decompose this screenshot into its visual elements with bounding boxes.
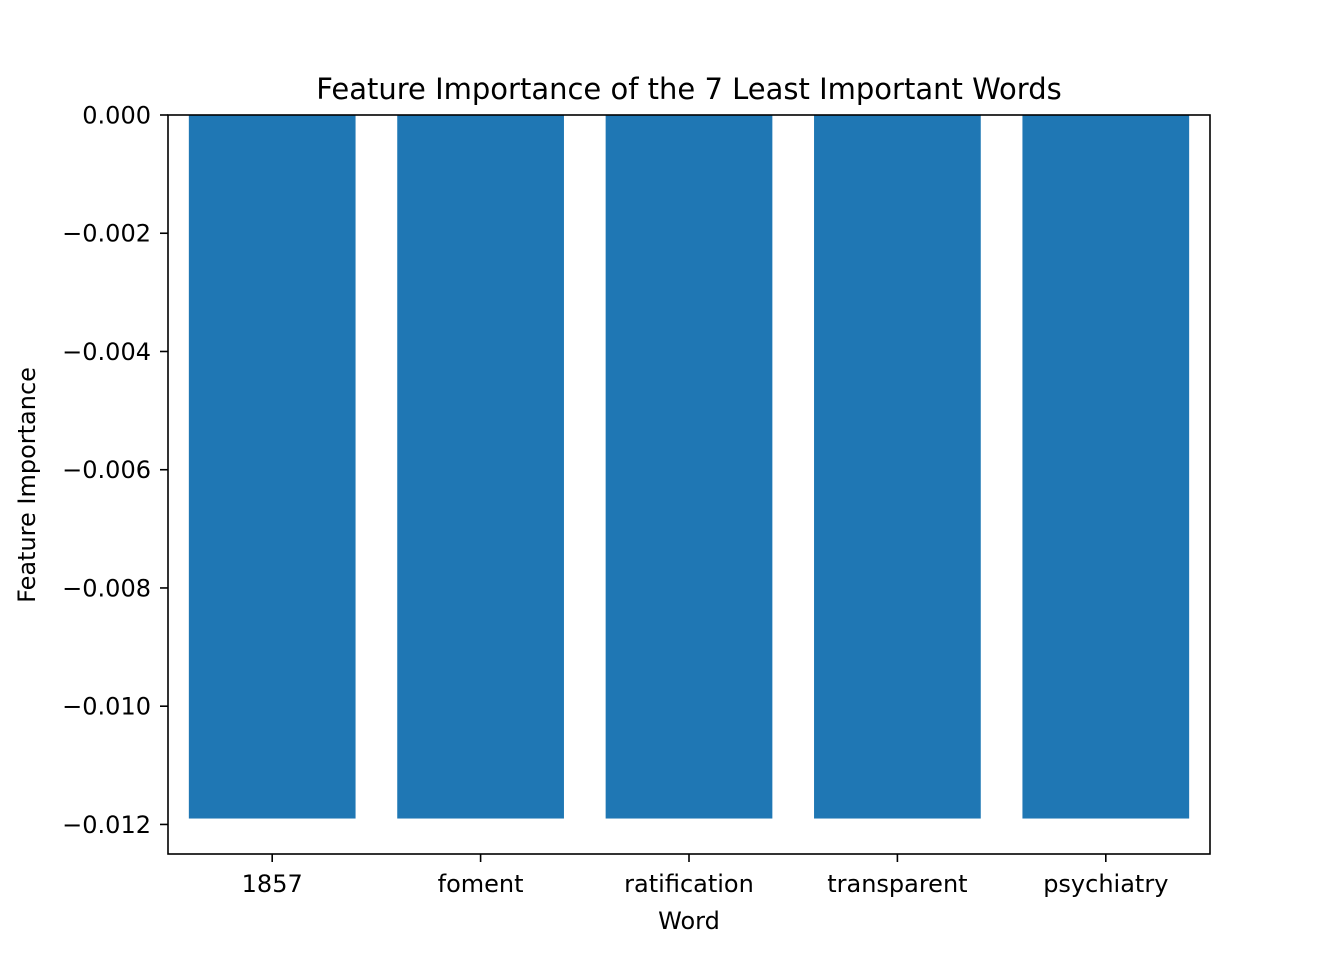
- y-axis-label: Feature Importance: [13, 367, 41, 603]
- x-tick-label: foment: [438, 870, 524, 898]
- bars-layer: [188, 115, 1190, 819]
- x-tick-label: ratification: [624, 870, 754, 898]
- bar-foment: [397, 115, 564, 819]
- y-tick-label: −0.010: [62, 693, 151, 721]
- y-tick-label: 0.000: [82, 102, 151, 130]
- x-tick-label: 1857: [242, 870, 303, 898]
- chart-title: Feature Importance of the 7 Least Import…: [316, 72, 1061, 106]
- y-tick-label: −0.006: [62, 456, 151, 484]
- y-tick-label: −0.012: [62, 811, 151, 839]
- x-tick-label: psychiatry: [1043, 870, 1168, 898]
- plot-frame: [167, 114, 1211, 855]
- axes-layer: 1857 foment ratification transparent psychia…: [62, 102, 1211, 898]
- y-tick-label: −0.008: [62, 574, 151, 602]
- x-axis-label: Word: [658, 907, 720, 935]
- x-tick-label: transparent: [827, 870, 967, 898]
- bar-psychiatry: [1022, 115, 1190, 819]
- bar-1857: [188, 115, 356, 819]
- bar-ratification: [605, 115, 773, 819]
- bar-transparent: [814, 115, 981, 819]
- y-tick-label: −0.002: [62, 220, 151, 248]
- y-tick-label: −0.004: [62, 338, 151, 366]
